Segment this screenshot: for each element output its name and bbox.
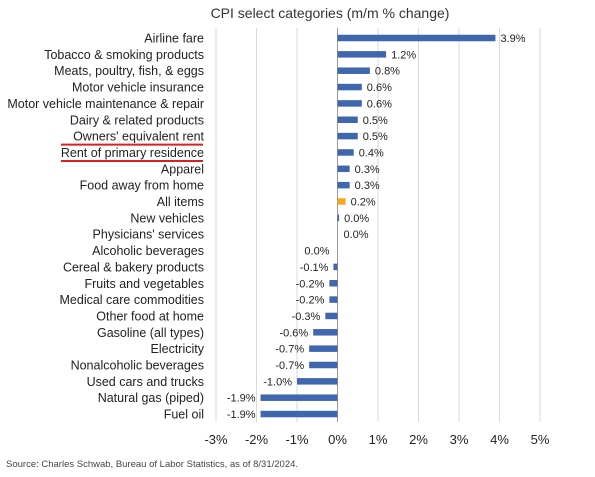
category-label: Meats, poultry, fish, & eggs xyxy=(54,64,204,78)
category-label: Alcoholic beverages xyxy=(92,244,204,258)
value-label: -0.7% xyxy=(275,344,304,356)
bar xyxy=(329,296,338,303)
value-label: 0.5% xyxy=(363,115,388,127)
value-label: 0.5% xyxy=(363,131,388,143)
bar xyxy=(337,34,496,42)
bar xyxy=(337,116,358,123)
bar xyxy=(260,410,338,418)
category-label: Dairy & related products xyxy=(70,113,204,127)
value-label: 0.0% xyxy=(344,229,369,241)
x-tick-label: 2% xyxy=(409,432,428,447)
category-label: Used cars and trucks xyxy=(87,375,204,389)
category-label: Medical care commodities xyxy=(60,293,205,307)
value-label: 3.9% xyxy=(500,33,525,45)
bar xyxy=(313,329,338,336)
value-label: 0.2% xyxy=(351,197,376,209)
bar xyxy=(297,378,338,385)
category-label: Natural gas (piped) xyxy=(98,391,204,405)
x-tick-label: 5% xyxy=(531,432,550,447)
bar xyxy=(309,345,338,352)
category-label: Owners' equivalent rent xyxy=(73,130,204,144)
x-tick-label: 1% xyxy=(369,432,388,447)
value-label: 0.0% xyxy=(344,213,369,225)
x-tick-label: 3% xyxy=(450,432,469,447)
category-label: Rent of primary residence xyxy=(61,146,204,160)
category-label: Motor vehicle maintenance & repair xyxy=(7,97,204,111)
x-tick-label: 0% xyxy=(328,432,347,447)
x-axis-ticks: -3% -2% -1% 0% 1% 2% 3% 4% 5% xyxy=(204,432,549,447)
underlines xyxy=(61,143,203,162)
x-tick-label: -3% xyxy=(204,432,228,447)
category-label: Fruits and vegetables xyxy=(84,277,204,291)
value-label: -0.2% xyxy=(296,278,325,290)
bar xyxy=(329,280,338,287)
value-label: 0.8% xyxy=(375,66,400,78)
grid-lines xyxy=(215,28,541,422)
category-label: Physicians' services xyxy=(93,228,204,242)
category-label: Electricity xyxy=(151,342,205,356)
bar xyxy=(337,67,370,74)
category-label: Nonalcoholic beverages xyxy=(71,359,204,373)
bar xyxy=(337,198,346,205)
category-label: Motor vehicle insurance xyxy=(72,81,204,95)
bar xyxy=(337,149,354,156)
category-label: New vehicles xyxy=(130,211,204,225)
category-label: Fuel oil xyxy=(164,408,204,422)
value-label: -0.6% xyxy=(279,327,308,339)
category-label: Gasoline (all types) xyxy=(97,326,204,340)
value-label: 0.6% xyxy=(367,98,392,110)
value-label: -1.9% xyxy=(227,393,256,405)
category-label: Food away from home xyxy=(80,179,204,193)
value-label: -1.9% xyxy=(227,409,256,421)
value-label: -1.0% xyxy=(263,376,292,388)
category-label: Airline fare xyxy=(144,32,204,46)
value-label: -0.7% xyxy=(275,360,304,372)
category-labels: Airline fare Tobacco & smoking products Me… xyxy=(7,32,204,422)
value-label: 0.4% xyxy=(359,147,384,159)
x-tick-label: -2% xyxy=(245,432,269,447)
bar xyxy=(337,100,362,107)
bar xyxy=(337,83,362,91)
value-label: 0.3% xyxy=(355,180,380,192)
category-label: Apparel xyxy=(161,162,204,176)
value-label: 1.2% xyxy=(391,49,416,61)
value-label: 0.0% xyxy=(304,246,329,258)
value-label: -0.3% xyxy=(292,311,321,323)
bar xyxy=(337,51,387,58)
bar xyxy=(333,263,338,271)
bar xyxy=(337,181,350,189)
value-label: 0.6% xyxy=(367,82,392,94)
value-label: 0.3% xyxy=(355,164,380,176)
bar xyxy=(309,361,338,369)
x-tick-label: -1% xyxy=(285,432,309,447)
category-label: Cereal & bakery products xyxy=(63,260,204,274)
category-label: Tobacco & smoking products xyxy=(44,48,204,62)
chart-title: CPI select categories (m/m % change) xyxy=(211,5,450,21)
bars xyxy=(260,34,496,418)
x-tick-label: 4% xyxy=(490,432,509,447)
bar xyxy=(337,165,350,173)
value-label: -0.1% xyxy=(300,262,329,274)
value-label: -0.2% xyxy=(296,295,325,307)
value-labels: 3.9% 1.2% 0.8% 0.6% 0.6% 0.5% 0.5% 0.4% 0.3% 0.3%… xyxy=(227,33,526,421)
bar xyxy=(337,214,340,222)
source-note: Source: Charles Schwab, Bureau of Labor … xyxy=(6,459,298,470)
category-label: All items xyxy=(157,195,204,209)
bar xyxy=(337,132,358,140)
bar xyxy=(260,394,338,401)
category-label: Other food at home xyxy=(96,309,204,323)
bar xyxy=(325,312,338,320)
